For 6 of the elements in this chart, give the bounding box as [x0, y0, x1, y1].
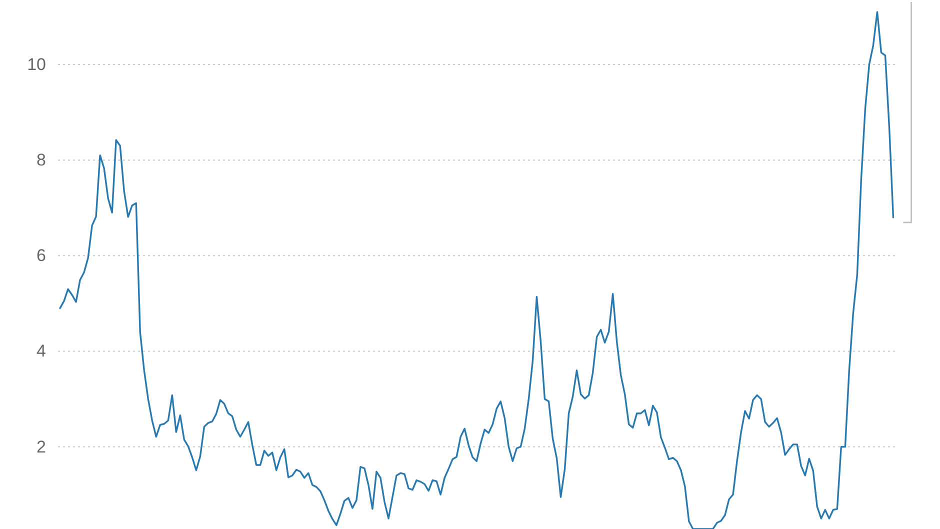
y-tick-label: 6	[36, 246, 46, 266]
y-tick-label: 2	[36, 437, 46, 456]
y-tick-label: 10	[27, 55, 46, 74]
line-series	[59, 11, 894, 529]
y-tick-label: 4	[36, 342, 46, 361]
y-tick-label: 8	[36, 150, 46, 170]
